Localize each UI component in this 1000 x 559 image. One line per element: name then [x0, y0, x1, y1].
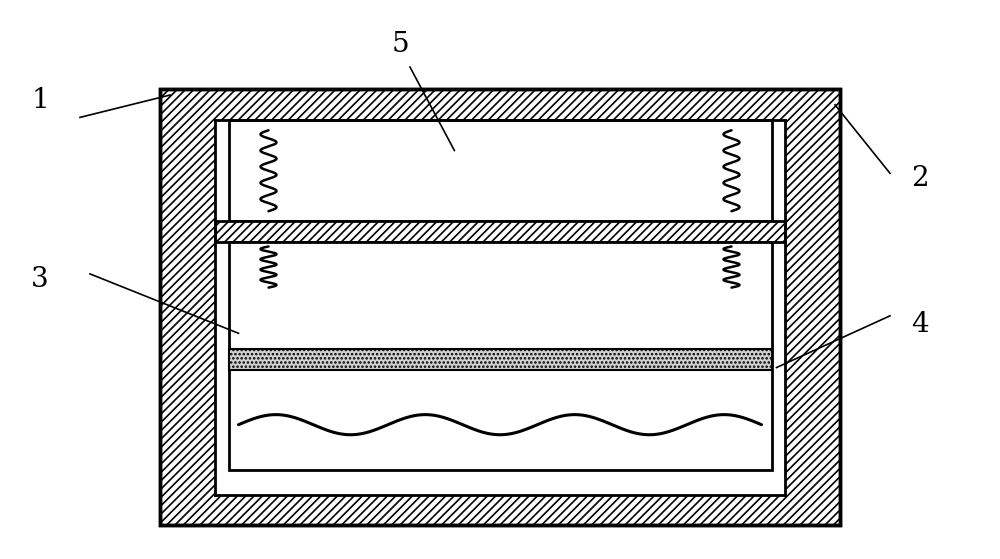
Bar	[228, 120, 772, 221]
Bar	[215, 470, 785, 495]
Text: 3: 3	[31, 266, 49, 293]
Text: 2: 2	[911, 165, 929, 192]
Bar	[228, 242, 772, 470]
Text: 1: 1	[31, 87, 49, 114]
Bar	[160, 89, 840, 525]
Bar	[215, 221, 785, 242]
Bar	[215, 120, 785, 495]
Bar	[228, 349, 772, 370]
Text: 5: 5	[391, 31, 409, 58]
Bar	[160, 89, 840, 525]
Text: 4: 4	[911, 311, 929, 338]
